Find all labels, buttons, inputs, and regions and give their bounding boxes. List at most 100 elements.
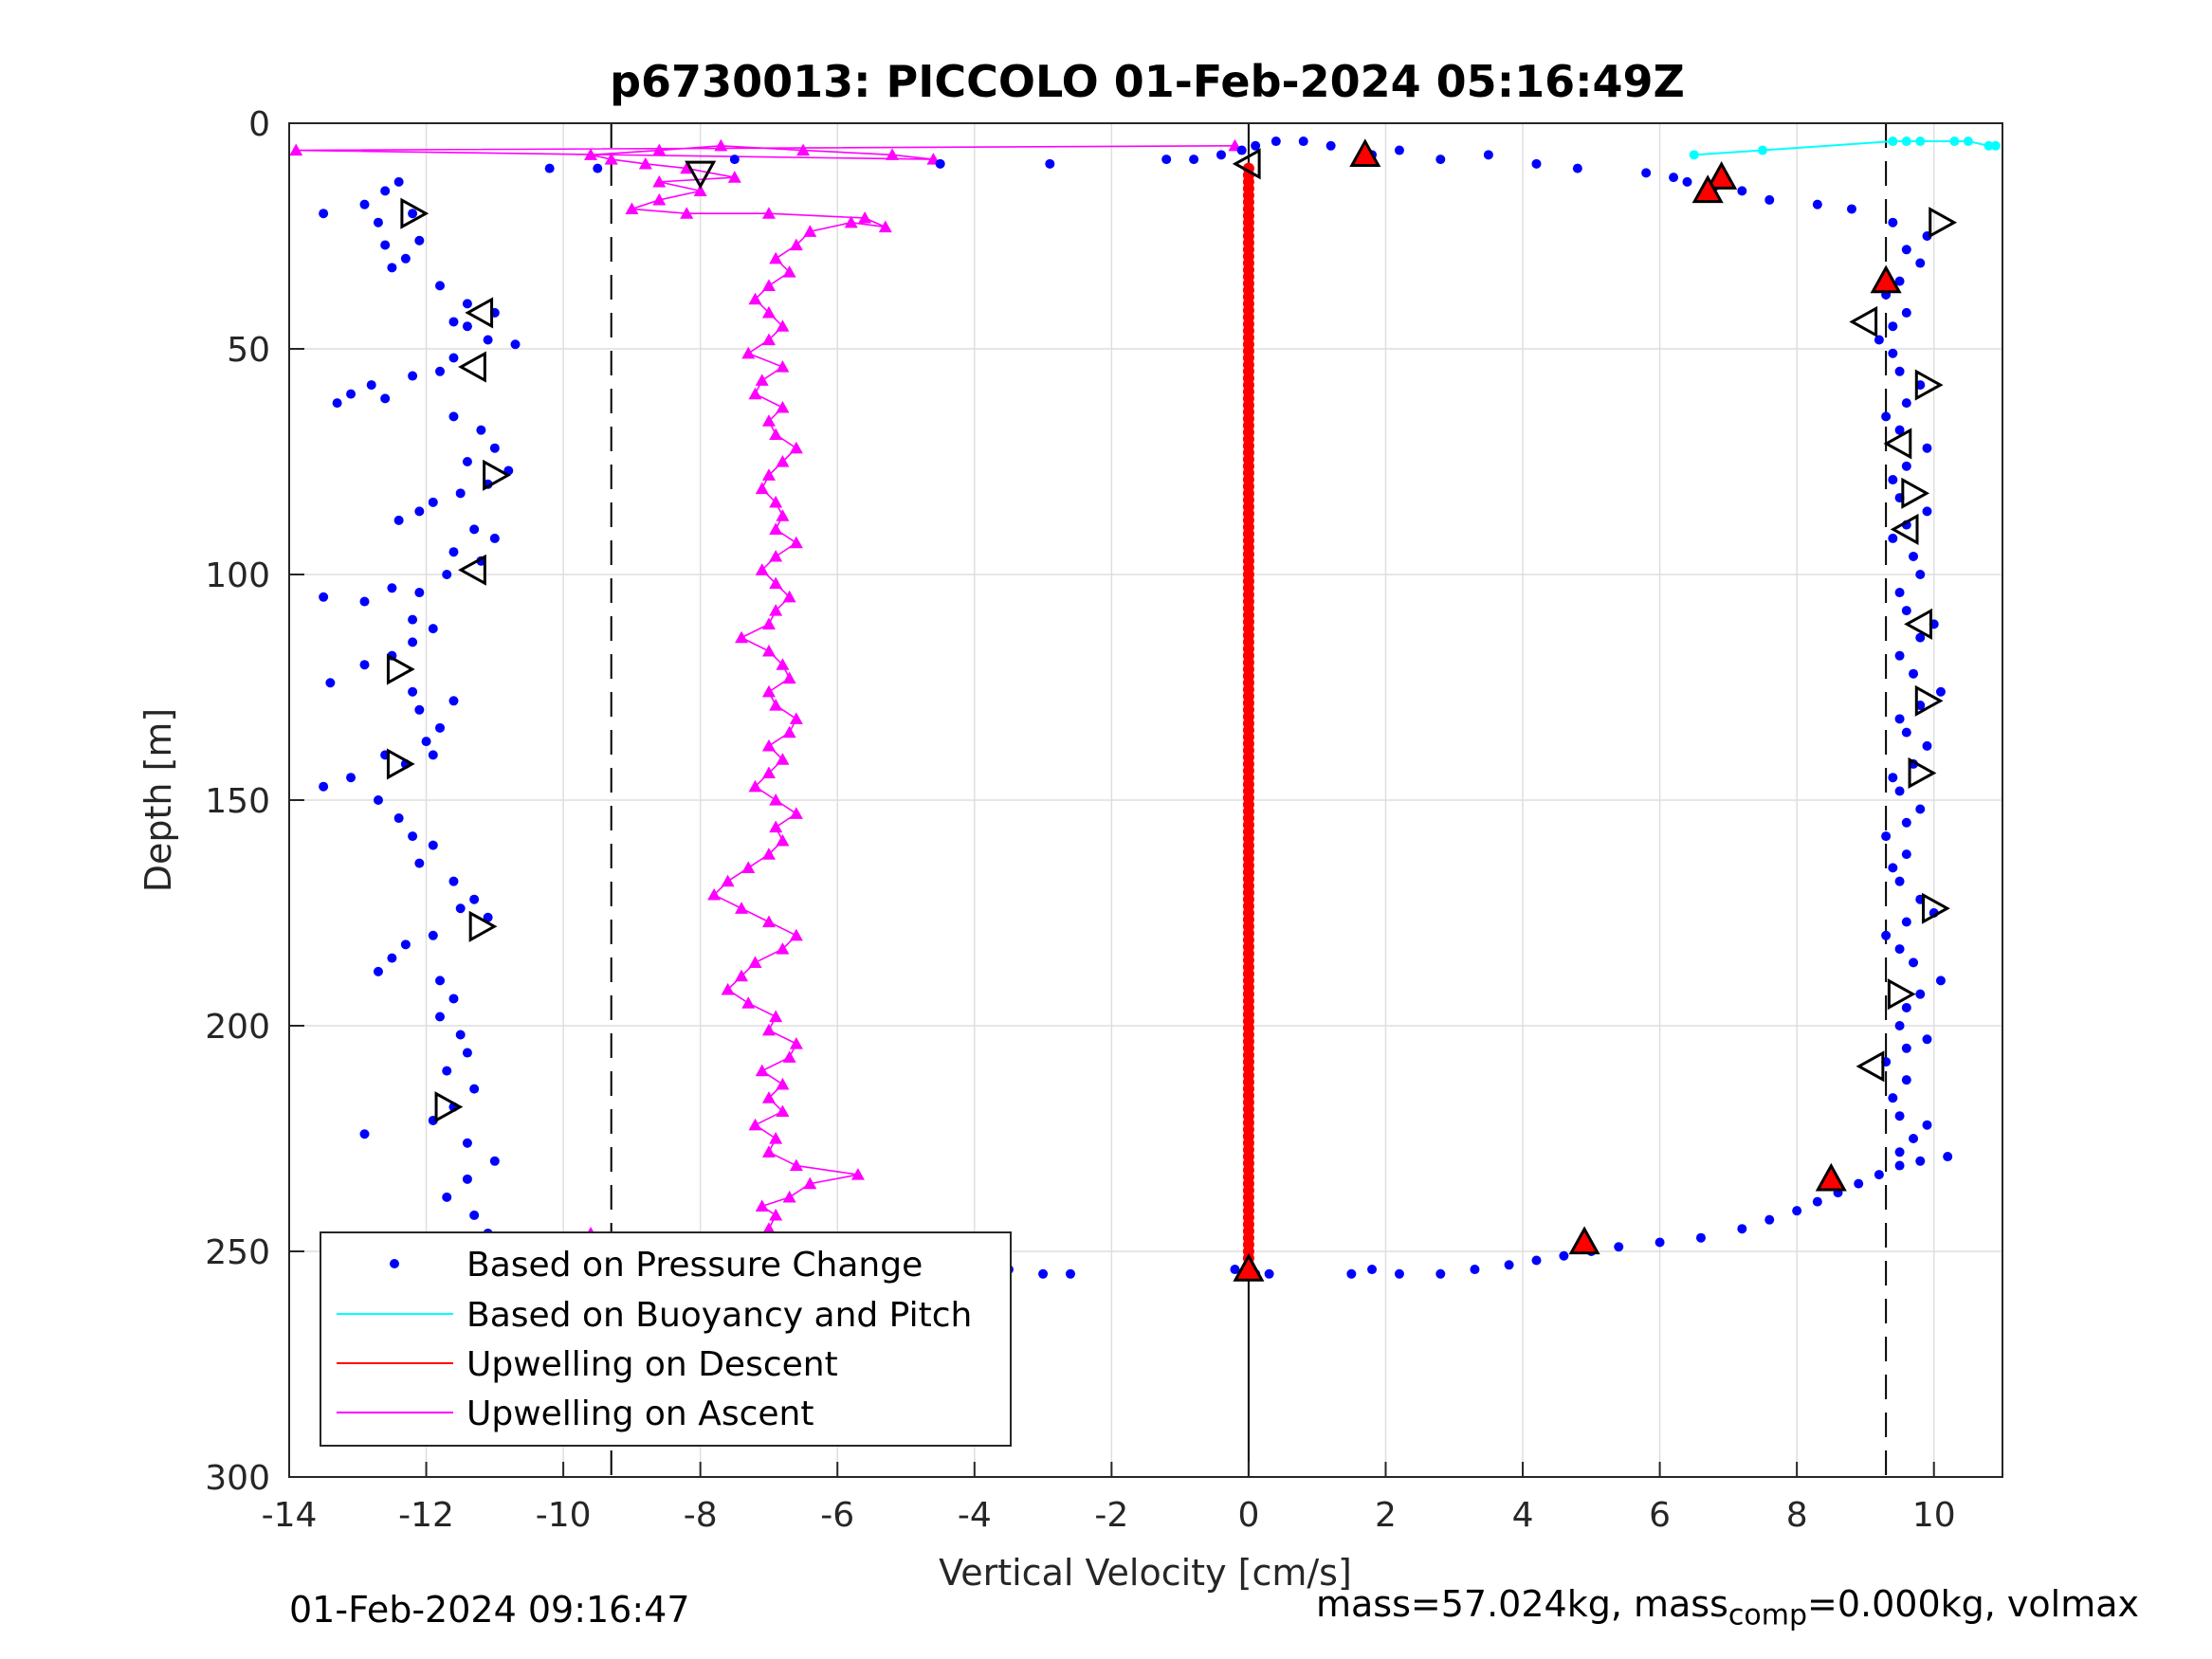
pressure-change-point [366,380,376,391]
pressure-change-point [1038,1268,1049,1279]
upwelling-ascent-point [769,820,783,833]
red-triangle-marker [1233,1252,1265,1282]
buoyancy-pitch-point [1689,150,1699,160]
pressure-change-point [1230,1265,1240,1275]
pressure-change-point [387,953,397,963]
pressure-change-point [729,155,740,165]
pressure-change-point [935,158,945,169]
open-triangle-marker [1922,892,1950,924]
pressure-change-point [442,1066,452,1076]
pressure-change-point [1901,1075,1911,1085]
open-triangle-marker [386,653,415,685]
upwelling-ascent-point [735,902,749,914]
upwelling-ascent-point [761,414,776,427]
pressure-change-point [469,1210,480,1220]
plot-area [289,137,2001,1282]
pressure-change-point [387,263,397,273]
pressure-change-point [435,722,446,733]
pressure-change-point [428,497,438,507]
pressure-change-point [319,592,329,602]
pressure-change-point [1641,168,1652,178]
legend-box [320,1231,1012,1447]
upwelling-ascent-point [741,861,756,873]
pressure-change-point [462,457,472,466]
upwelling-ascent-point [761,766,776,779]
upwelling-ascent-point [769,495,783,508]
y-tick-label: 300 [205,1459,270,1498]
pressure-change-point [346,773,356,783]
mass-text-a: mass=57.024kg, mass [1316,1583,1728,1625]
upwelling-ascent-point [748,292,762,305]
pressure-change-point [1894,944,1905,955]
pressure-change-point [1922,443,1932,453]
pressure-change-point [1894,276,1905,286]
upwelling-ascent-point [789,807,803,819]
pressure-change-point [1881,831,1892,842]
pressure-change-point [346,389,356,399]
upwelling-ascent-point [769,549,783,562]
pressure-change-point [1894,366,1905,376]
pressure-change-point [483,912,493,922]
open-triangle-marker [458,351,486,383]
pressure-change-point [1435,155,1446,165]
pressure-change-point [1922,740,1932,751]
upwelling-ascent-point [776,942,790,955]
pressure-change-point [1792,1206,1802,1216]
pressure-change-point [359,660,370,670]
pressure-change-point [1909,1134,1919,1143]
pressure-change-point [1846,204,1856,214]
axis-ticks: -14 -12 -10 -8 -6 -4 -2 0 2 4 6 8 100501001502002503… [205,105,1955,1535]
legend-swatch-pressure [390,1259,399,1268]
pressure-change-point [462,321,472,332]
pressure-change-point [544,163,555,173]
upwelling-ascent-point [638,156,652,170]
upwelling-ascent-point [721,874,735,887]
upwelling-ascent-point [741,346,756,359]
pressure-change-point [393,176,404,187]
upwelling-ascent-point [803,225,817,237]
pressure-change-point [428,840,438,850]
pressure-change-point [1901,917,1911,927]
pressure-change-point [1682,176,1692,187]
pressure-change-point [400,939,411,950]
pressure-change-point [373,795,383,805]
upwelling-ascent-point [707,887,722,901]
upwelling-ascent-point [761,848,776,860]
upwelling-ascent-point [789,712,803,724]
buoyancy-pitch-point [1758,145,1768,155]
pressure-change-point [408,614,418,625]
open-triangle-marker [400,197,430,229]
pressure-change-point [414,704,425,715]
pressure-change-point [408,371,418,381]
legend-entry-label: Upwelling on Ascent [466,1395,814,1433]
upwelling-ascent-point [844,215,858,228]
upwelling-ascent-point [761,738,776,752]
upwelling-ascent-point [748,387,762,400]
pressure-change-point [1812,1196,1822,1207]
upwelling-ascent-point [761,1023,776,1036]
red-triangle-marker [1815,1162,1847,1192]
upwelling-ascent-point [782,265,796,278]
x-tick-label: 10 [1912,1496,1956,1535]
upwelling-ascent-point [782,1190,796,1203]
buoyancy-pitch-point [1963,137,1973,147]
pressure-change-point [1901,398,1911,409]
x-tick-label: 2 [1375,1496,1397,1535]
pressure-change-point [1531,158,1542,169]
pressure-change-point [380,186,391,196]
pressure-change-point [1874,335,1884,345]
y-tick-label: 250 [205,1233,270,1272]
open-triangle-marker [1914,369,1944,401]
upwelling-ascent-point [741,996,756,1009]
pressure-change-point [435,1012,446,1022]
pressure-change-point [1894,1021,1905,1030]
upwelling-ascent-point [776,360,790,373]
pressure-change-point [1572,163,1582,173]
legend-entry-label: Upwelling on Descent [466,1345,838,1384]
upwelling-ascent-point [755,1199,769,1212]
pressure-change-point [448,317,459,327]
pressure-change-point [1888,533,1898,543]
x-tick-label: 4 [1512,1496,1534,1535]
red-triangle-marker [1706,161,1738,190]
pressure-change-point [1764,194,1775,205]
